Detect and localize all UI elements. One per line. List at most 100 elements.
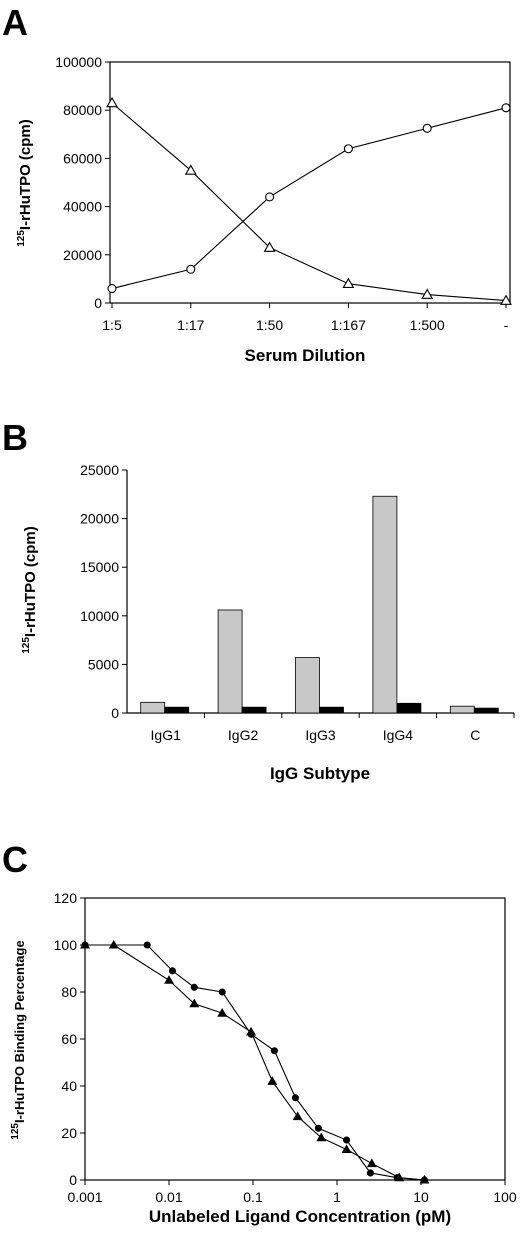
panel-c-triangle-point [316, 1132, 327, 1142]
panel-c-circle-point [314, 1124, 322, 1132]
panel-c-x-tick-label: 0.01 [155, 1189, 182, 1205]
panel-letter-b: B [2, 417, 28, 458]
panel-c-circle-point [143, 941, 151, 949]
panel-b-axes [126, 470, 514, 714]
panel-c-x-tick-label: 0.1 [243, 1189, 263, 1205]
panel-c-circle-point [190, 983, 198, 991]
panel-c-triangle-point [80, 939, 90, 949]
panel-b-y-tick-label: 5000 [88, 656, 119, 672]
panel-a-triangle-point [500, 294, 512, 305]
panel-c-circle-point [291, 1094, 299, 1102]
panel-b-bar-gray [449, 705, 475, 714]
panel-c-triangle-point [394, 1172, 405, 1182]
panel-a-circle-point [501, 103, 511, 113]
panel-a-triangle-point [342, 277, 355, 289]
panel-b-y-tick-label: 15000 [80, 559, 119, 575]
panel-b-y-tick-label: 10000 [80, 608, 119, 624]
panel-a-x-tick-label: - [504, 317, 509, 333]
panel-c-y-axis-label: 125I-rHuTPO Binding Percentage [10, 940, 27, 1139]
panel-a-circle-point [265, 192, 275, 202]
panel-a-x-tick-label: 1:17 [177, 317, 204, 333]
panel-c-x-tick-label: 0.001 [67, 1189, 102, 1205]
panel-c-triangle-point [164, 975, 174, 984]
panel-c-triangle-point [108, 939, 119, 949]
panel-b-x-tick-label: IgG4 [383, 727, 414, 743]
panel-letter-a: A [2, 2, 28, 43]
panel-b-bar-gray [295, 657, 320, 714]
panel-b-x-tick-label: IgG3 [305, 727, 336, 743]
panel-b-x-tick-label: IgG2 [228, 727, 259, 743]
panel-b-bar-black [473, 707, 499, 714]
panel-c-x-tick-label: 1 [333, 1189, 341, 1205]
panel-c-circle-point [270, 1047, 278, 1055]
panel-c-plot-frame [84, 897, 506, 1181]
panel-c-series-triangle-line [85, 944, 425, 1181]
panel-b-y-tick-label: 20000 [80, 511, 119, 527]
panel-b-bar-black [319, 706, 344, 714]
panel-c-triangle-point [366, 1158, 377, 1168]
panel-c-circle-point [168, 967, 177, 975]
panel-c-circle-point [343, 1136, 351, 1144]
panel-c-triangle-point [292, 1111, 303, 1121]
panel-a-circle-point [422, 123, 432, 133]
panel-c-x-tick-label: 10 [413, 1189, 429, 1205]
panel-a-x-axis-label: Serum Dilution [245, 346, 366, 365]
panel-a-y-tick-label: 60000 [63, 150, 102, 166]
panel-c-y-tick-label: 80 [61, 984, 77, 1000]
panel-a-y-tick-label: 80000 [63, 102, 102, 118]
panel-c-y-tick-label: 0 [69, 1172, 77, 1188]
panel-a-circle-point [107, 283, 117, 294]
panel-c-y-tick-label: 20 [61, 1125, 77, 1141]
panel-b-bar-black [164, 706, 190, 714]
panel-a-triangle-point [106, 96, 118, 108]
panel-b-bar-gray [372, 495, 398, 714]
panel-a-y-axis-label: 125I-rHuTPO (cpm) [16, 119, 34, 247]
panel-b-x-tick-label: IgG1 [151, 727, 182, 743]
panel-c-y-tick-label: 100 [54, 937, 78, 953]
panel-b-bar-gray [140, 701, 166, 714]
panel-a-circle-point [186, 264, 196, 274]
panel-c-series-circle-line [85, 944, 425, 1181]
panel-a-x-tick-label: 1:167 [331, 317, 366, 333]
panel-c-circle-point [366, 1169, 374, 1177]
panel-c-triangle-point [419, 1174, 430, 1184]
panel-letter-c: C [2, 839, 28, 880]
panel-b-x-tick-label: C [470, 727, 480, 743]
panel-a-circle-point [343, 144, 353, 154]
panel-b-y-tick-label: 25000 [80, 462, 119, 478]
panel-c-circle-point [218, 988, 226, 996]
panel-c-triangle-point [267, 1076, 278, 1085]
panel-b-bar-gray [217, 609, 243, 714]
panel-a-y-tick-label: 100000 [55, 54, 102, 70]
panel-c-chart: 0 20 40 60 80 100 120 0.001 0.01 0.1 1 10 100 125I-… [10, 890, 517, 1226]
panel-b-bar-black [396, 702, 422, 714]
panel-a-x-tick-label: 1:5 [102, 317, 122, 333]
panel-c-y-tick-label: 40 [61, 1078, 77, 1094]
panel-a-triangle-point [263, 241, 276, 252]
panel-c-x-tick-label: 100 [493, 1189, 517, 1205]
panel-a-series-triangle-line [111, 102, 507, 302]
panel-a-x-tick-label: 1:50 [256, 317, 283, 333]
panel-b-y-axis-label: 125I-rHuTPO (cpm) [21, 526, 39, 654]
panel-c-triangle-point [341, 1144, 352, 1153]
panel-b-x-axis-label: IgG Subtype [270, 764, 370, 783]
panel-a-triangle-point [421, 288, 434, 299]
panel-c-y-tick-label: 60 [61, 1031, 77, 1047]
panel-a-y-tick-label: 20000 [63, 247, 102, 263]
panel-a-y-tick-label: 40000 [63, 199, 102, 215]
panel-a-triangle-point [184, 164, 197, 175]
panel-c-triangle-point [189, 998, 200, 1008]
panel-c-triangle-point [217, 1008, 228, 1017]
panel-c-triangle-point [246, 1026, 257, 1036]
panel-a-plot-frame [109, 61, 511, 304]
panel-c-x-axis-label: Unlabeled Ligand Concentration (pM) [149, 1207, 451, 1226]
panel-a-y-tick-label: 0 [94, 295, 102, 311]
panel-a-series-circle-line [111, 107, 507, 290]
panel-c-y-tick-label: 120 [54, 890, 78, 906]
panel-b-y-tick-label: 0 [111, 705, 119, 721]
panel-a-chart: 0 20000 40000 60000 80000 100000 1:5 1:17 1:50 1… [16, 54, 512, 365]
panel-b-bar-black [241, 706, 267, 714]
panel-b-chart: 0 5000 10000 15000 20000 25000 IgG1 IgG2 IgG3 Ig… [21, 462, 515, 783]
panel-a-x-tick-label: 1:500 [410, 317, 445, 333]
